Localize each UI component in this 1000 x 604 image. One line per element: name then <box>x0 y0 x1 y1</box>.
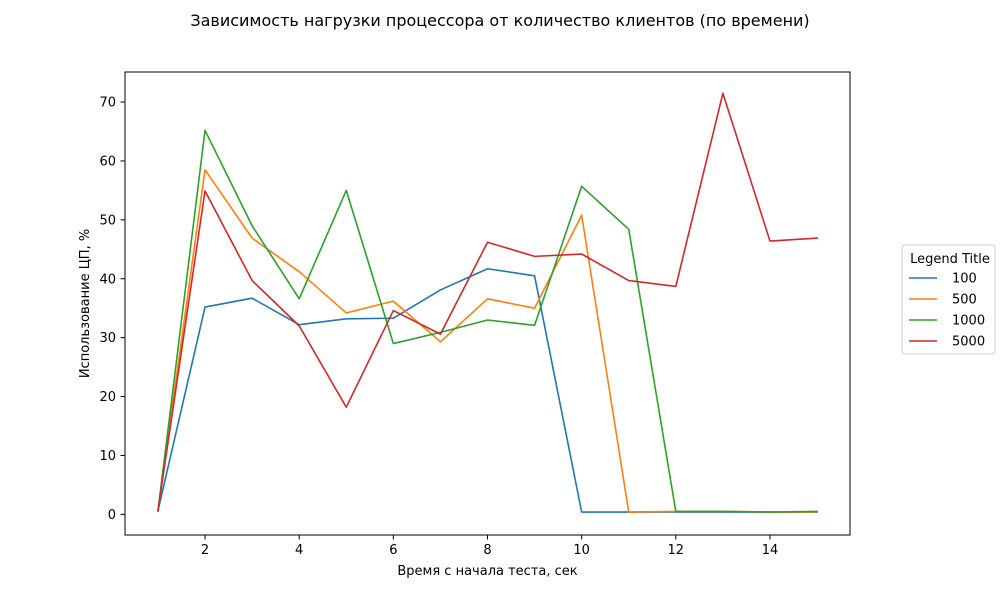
x-tick-label: 12 <box>668 543 685 558</box>
y-tick-label: 30 <box>99 331 116 346</box>
y-tick-label: 60 <box>99 154 116 169</box>
legend-label-500: 500 <box>952 293 977 308</box>
y-axis-label: Использование ЦП, % <box>78 229 93 378</box>
series-line-500 <box>157 168 818 513</box>
chart-title: Зависимость нагрузки процессора от колич… <box>190 11 809 30</box>
x-axis-label: Время с начала теста, сек <box>397 564 577 579</box>
x-tick-label: 14 <box>762 543 779 558</box>
series-line-5000 <box>157 92 818 512</box>
y-tick-label: 20 <box>99 390 116 405</box>
x-tick-label: 6 <box>389 543 397 558</box>
legend-title: Legend Title <box>910 252 990 267</box>
legend-box <box>901 244 996 355</box>
legend-label-1000: 1000 <box>952 314 985 329</box>
series-line-100 <box>156 267 818 513</box>
x-tick-label: 4 <box>295 543 303 558</box>
x-tick-label: 2 <box>201 543 209 558</box>
plot-frame <box>124 71 851 536</box>
y-tick-label: 40 <box>99 272 116 287</box>
y-tick-label: 50 <box>99 213 116 228</box>
legend-label-100: 100 <box>952 272 977 287</box>
y-tick-label: 70 <box>99 96 116 111</box>
x-tick-label: 8 <box>483 543 491 558</box>
series-line-1000 <box>157 129 818 513</box>
x-axis: 2 4 6 8 10 12 14 <box>201 535 778 558</box>
legend-label-5000: 5000 <box>952 335 985 350</box>
legend-items: 100 500 1000 5000 <box>909 272 985 350</box>
y-tick-label: 10 <box>99 449 116 464</box>
x-tick-label: 10 <box>573 543 590 558</box>
plot-lines <box>156 92 818 513</box>
y-tick-label: 0 <box>108 508 116 523</box>
y-axis: 0 10 20 30 40 50 60 70 <box>99 96 125 523</box>
legend: Legend Title 100 500 1000 5000 <box>901 244 996 355</box>
